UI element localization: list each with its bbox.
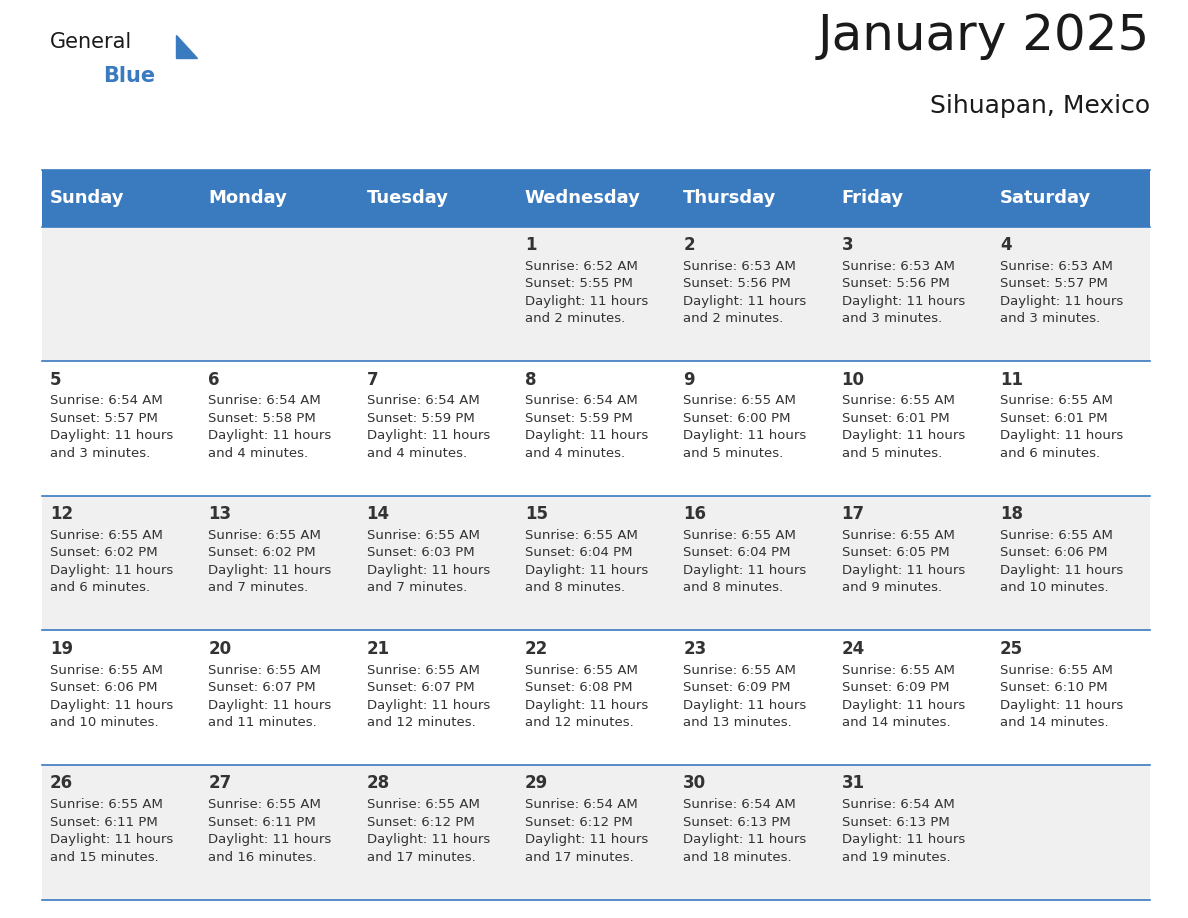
Bar [200,170,359,227]
Text: Sunrise: 6:55 AM
Sunset: 6:03 PM
Daylight: 11 hours
and 7 minutes.: Sunrise: 6:55 AM Sunset: 6:03 PM Dayligh… [367,529,489,595]
Text: Friday: Friday [841,189,904,207]
Text: 23: 23 [683,640,707,657]
Text: Sunrise: 6:55 AM
Sunset: 6:02 PM
Daylight: 11 hours
and 7 minutes.: Sunrise: 6:55 AM Sunset: 6:02 PM Dayligh… [208,529,331,595]
Text: January 2025: January 2025 [817,12,1150,60]
Bar [992,170,1150,227]
Text: Tuesday: Tuesday [367,189,449,207]
Text: 14: 14 [367,505,390,523]
Text: 11: 11 [1000,371,1023,388]
Bar [42,765,1150,900]
Text: 4: 4 [1000,236,1011,254]
Text: Sunrise: 6:55 AM
Sunset: 6:08 PM
Daylight: 11 hours
and 12 minutes.: Sunrise: 6:55 AM Sunset: 6:08 PM Dayligh… [525,664,649,729]
Text: 13: 13 [208,505,232,523]
Text: Sunrise: 6:55 AM
Sunset: 6:11 PM
Daylight: 11 hours
and 16 minutes.: Sunrise: 6:55 AM Sunset: 6:11 PM Dayligh… [208,798,331,864]
Text: Sunrise: 6:54 AM
Sunset: 6:13 PM
Daylight: 11 hours
and 19 minutes.: Sunrise: 6:54 AM Sunset: 6:13 PM Dayligh… [841,798,965,864]
Text: Sunrise: 6:55 AM
Sunset: 6:02 PM
Daylight: 11 hours
and 6 minutes.: Sunrise: 6:55 AM Sunset: 6:02 PM Dayligh… [50,529,173,595]
Text: 16: 16 [683,505,707,523]
Text: Sunrise: 6:55 AM
Sunset: 6:09 PM
Daylight: 11 hours
and 13 minutes.: Sunrise: 6:55 AM Sunset: 6:09 PM Dayligh… [683,664,807,729]
Text: 2: 2 [683,236,695,254]
Text: Wednesday: Wednesday [525,189,640,207]
Text: Sihuapan, Mexico: Sihuapan, Mexico [930,94,1150,118]
Text: 17: 17 [841,505,865,523]
Text: 25: 25 [1000,640,1023,657]
Text: Sunrise: 6:55 AM
Sunset: 6:05 PM
Daylight: 11 hours
and 9 minutes.: Sunrise: 6:55 AM Sunset: 6:05 PM Dayligh… [841,529,965,595]
Text: Sunrise: 6:55 AM
Sunset: 6:00 PM
Daylight: 11 hours
and 5 minutes.: Sunrise: 6:55 AM Sunset: 6:00 PM Dayligh… [683,395,807,460]
Bar [42,227,1150,362]
Text: Saturday: Saturday [1000,189,1092,207]
Text: 26: 26 [50,774,72,792]
Text: 8: 8 [525,371,537,388]
Text: Sunrise: 6:53 AM
Sunset: 5:56 PM
Daylight: 11 hours
and 3 minutes.: Sunrise: 6:53 AM Sunset: 5:56 PM Dayligh… [841,260,965,325]
Text: 27: 27 [208,774,232,792]
Text: 30: 30 [683,774,707,792]
Text: 10: 10 [841,371,865,388]
Text: 7: 7 [367,371,378,388]
Text: 31: 31 [841,774,865,792]
Text: Sunrise: 6:55 AM
Sunset: 6:01 PM
Daylight: 11 hours
and 5 minutes.: Sunrise: 6:55 AM Sunset: 6:01 PM Dayligh… [841,395,965,460]
Text: Sunrise: 6:54 AM
Sunset: 6:13 PM
Daylight: 11 hours
and 18 minutes.: Sunrise: 6:54 AM Sunset: 6:13 PM Dayligh… [683,798,807,864]
Text: 20: 20 [208,640,232,657]
Text: Sunrise: 6:54 AM
Sunset: 5:59 PM
Daylight: 11 hours
and 4 minutes.: Sunrise: 6:54 AM Sunset: 5:59 PM Dayligh… [367,395,489,460]
Text: 3: 3 [841,236,853,254]
Text: Sunrise: 6:55 AM
Sunset: 6:07 PM
Daylight: 11 hours
and 12 minutes.: Sunrise: 6:55 AM Sunset: 6:07 PM Dayligh… [367,664,489,729]
Bar [359,170,517,227]
Polygon shape [176,35,197,58]
Text: Sunrise: 6:55 AM
Sunset: 6:10 PM
Daylight: 11 hours
and 14 minutes.: Sunrise: 6:55 AM Sunset: 6:10 PM Dayligh… [1000,664,1123,729]
Text: 29: 29 [525,774,548,792]
Bar [675,170,833,227]
Text: General: General [50,32,132,52]
Text: Sunrise: 6:55 AM
Sunset: 6:04 PM
Daylight: 11 hours
and 8 minutes.: Sunrise: 6:55 AM Sunset: 6:04 PM Dayligh… [525,529,649,595]
Text: 22: 22 [525,640,548,657]
Text: 18: 18 [1000,505,1023,523]
Text: Sunrise: 6:53 AM
Sunset: 5:56 PM
Daylight: 11 hours
and 2 minutes.: Sunrise: 6:53 AM Sunset: 5:56 PM Dayligh… [683,260,807,325]
Text: Sunrise: 6:55 AM
Sunset: 6:07 PM
Daylight: 11 hours
and 11 minutes.: Sunrise: 6:55 AM Sunset: 6:07 PM Dayligh… [208,664,331,729]
Bar [517,170,675,227]
Text: Sunrise: 6:55 AM
Sunset: 6:01 PM
Daylight: 11 hours
and 6 minutes.: Sunrise: 6:55 AM Sunset: 6:01 PM Dayligh… [1000,395,1123,460]
Bar [42,496,1150,631]
Text: Sunrise: 6:55 AM
Sunset: 6:06 PM
Daylight: 11 hours
and 10 minutes.: Sunrise: 6:55 AM Sunset: 6:06 PM Dayligh… [50,664,173,729]
Bar [42,170,200,227]
Text: Sunrise: 6:55 AM
Sunset: 6:11 PM
Daylight: 11 hours
and 15 minutes.: Sunrise: 6:55 AM Sunset: 6:11 PM Dayligh… [50,798,173,864]
Text: Sunrise: 6:55 AM
Sunset: 6:06 PM
Daylight: 11 hours
and 10 minutes.: Sunrise: 6:55 AM Sunset: 6:06 PM Dayligh… [1000,529,1123,595]
Text: 19: 19 [50,640,72,657]
Bar [833,170,992,227]
Text: Monday: Monday [208,189,287,207]
Text: Sunrise: 6:54 AM
Sunset: 5:59 PM
Daylight: 11 hours
and 4 minutes.: Sunrise: 6:54 AM Sunset: 5:59 PM Dayligh… [525,395,649,460]
Bar [42,362,1150,496]
Text: Sunrise: 6:54 AM
Sunset: 6:12 PM
Daylight: 11 hours
and 17 minutes.: Sunrise: 6:54 AM Sunset: 6:12 PM Dayligh… [525,798,649,864]
Text: 28: 28 [367,774,390,792]
Text: 12: 12 [50,505,72,523]
Text: 9: 9 [683,371,695,388]
Text: Sunrise: 6:55 AM
Sunset: 6:09 PM
Daylight: 11 hours
and 14 minutes.: Sunrise: 6:55 AM Sunset: 6:09 PM Dayligh… [841,664,965,729]
Bar [42,631,1150,765]
Text: Sunrise: 6:53 AM
Sunset: 5:57 PM
Daylight: 11 hours
and 3 minutes.: Sunrise: 6:53 AM Sunset: 5:57 PM Dayligh… [1000,260,1123,325]
Text: Sunrise: 6:55 AM
Sunset: 6:12 PM
Daylight: 11 hours
and 17 minutes.: Sunrise: 6:55 AM Sunset: 6:12 PM Dayligh… [367,798,489,864]
Text: 6: 6 [208,371,220,388]
Text: Sunrise: 6:54 AM
Sunset: 5:57 PM
Daylight: 11 hours
and 3 minutes.: Sunrise: 6:54 AM Sunset: 5:57 PM Dayligh… [50,395,173,460]
Text: Sunrise: 6:55 AM
Sunset: 6:04 PM
Daylight: 11 hours
and 8 minutes.: Sunrise: 6:55 AM Sunset: 6:04 PM Dayligh… [683,529,807,595]
Text: 1: 1 [525,236,537,254]
Text: 15: 15 [525,505,548,523]
Text: Sunday: Sunday [50,189,125,207]
Text: 5: 5 [50,371,62,388]
Text: Thursday: Thursday [683,189,777,207]
Text: Sunrise: 6:52 AM
Sunset: 5:55 PM
Daylight: 11 hours
and 2 minutes.: Sunrise: 6:52 AM Sunset: 5:55 PM Dayligh… [525,260,649,325]
Text: Sunrise: 6:54 AM
Sunset: 5:58 PM
Daylight: 11 hours
and 4 minutes.: Sunrise: 6:54 AM Sunset: 5:58 PM Dayligh… [208,395,331,460]
Text: 21: 21 [367,640,390,657]
Text: 24: 24 [841,640,865,657]
Text: Blue: Blue [103,66,156,86]
